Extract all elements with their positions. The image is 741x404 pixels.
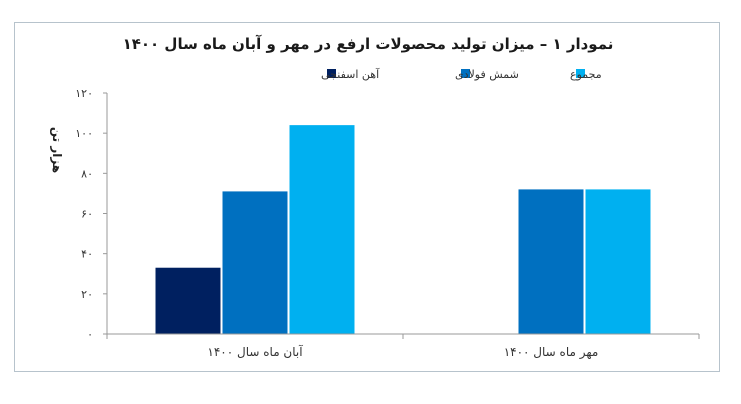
y-tick-label: ۴۰ xyxy=(81,248,93,261)
y-axis-label: هزار تن xyxy=(50,127,64,173)
legend-label: مجموع xyxy=(570,68,602,81)
y-tick-label: ۸۰ xyxy=(81,167,93,180)
bar-chart: نمودار ۱ – میزان تولید محصولات ارفع در م… xyxy=(50,35,700,360)
y-tick-label: ۰ xyxy=(87,328,93,341)
category-label: آبان ماه سال ۱۴۰۰ xyxy=(207,344,303,359)
legend-label: شمش فولادی xyxy=(455,68,519,81)
y-axis-ticks: ۰ ۲۰ ۴۰ ۶۰ ۸۰ ۱۰۰ ۱۲۰ xyxy=(75,87,107,341)
bars xyxy=(155,125,651,334)
legend-swatch xyxy=(327,69,336,78)
y-tick-label: ۱۲۰ xyxy=(75,87,93,100)
y-tick-label: ۲۰ xyxy=(81,288,93,301)
axes xyxy=(106,93,700,339)
legend-swatch xyxy=(576,69,585,78)
chart-title: نمودار ۱ – میزان تولید محصولات ارفع در م… xyxy=(123,35,614,53)
chart-frame: نمودار ۱ – میزان تولید محصولات ارفع در م… xyxy=(14,22,720,372)
bar xyxy=(222,191,288,334)
legend: آهن اسفنجی شمش فولادی مجموع xyxy=(321,67,602,81)
y-tick-label: ۱۰۰ xyxy=(75,127,93,140)
legend-swatch xyxy=(461,69,470,78)
bar xyxy=(155,267,221,334)
y-tick-label: ۶۰ xyxy=(81,208,93,221)
legend-label: آهن اسفنجی xyxy=(321,67,380,81)
category-labels: آبان ماه سال ۱۴۰۰ مهر ماه سال ۱۴۰۰ xyxy=(207,344,598,360)
bar xyxy=(585,189,651,334)
bar xyxy=(518,189,584,334)
category-label: مهر ماه سال ۱۴۰۰ xyxy=(504,345,599,360)
bar xyxy=(289,125,355,334)
